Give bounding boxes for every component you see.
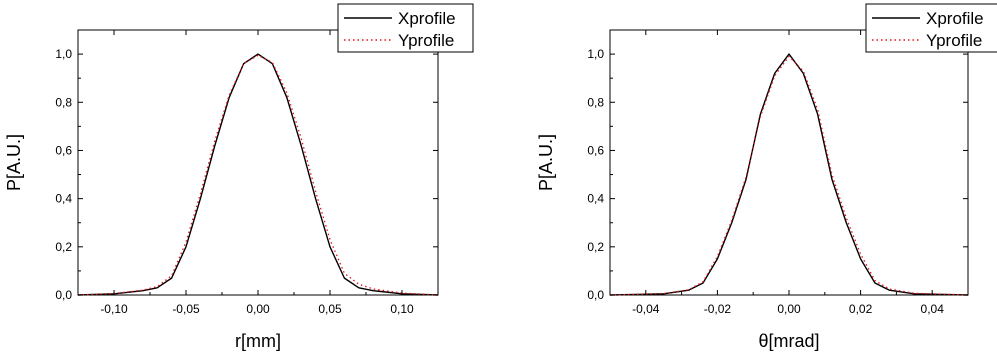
chart-panel-1: -0,10 -0,05 0,00 0,05 0,10 0,0 0,2 0,4 0,6 0,8 1,0…: [4, 3, 474, 351]
legend-label-yprofile: Yprofile: [926, 31, 982, 50]
x-tick-label: -0,10: [100, 302, 128, 316]
y-tick-label: 0,8: [55, 95, 72, 109]
x-tick-label: -0,05: [172, 302, 200, 316]
x-tick-label: 0,10: [390, 302, 414, 316]
y-tick-label: 1,0: [55, 47, 72, 61]
x-tick-label: 0,05: [318, 302, 342, 316]
legend-box: [865, 3, 997, 53]
x-axis-label: θ[mrad]: [758, 331, 819, 351]
legend-label-xprofile: Xprofile: [398, 9, 456, 28]
y-tick-label: 0,0: [55, 288, 72, 302]
chart-panel-2: -0,04 -0,02 0,00 0,02 0,04 0,0 0,2 0,4 0,6 0,8 1,0…: [536, 3, 997, 351]
x-axis-label: r[mm]: [235, 331, 281, 351]
y-tick-label: 1,0: [587, 47, 604, 61]
y-tick-label: 0,4: [587, 192, 604, 206]
legend: Xprofile Yprofile: [865, 3, 997, 53]
x-tick-label: 0,00: [246, 302, 270, 316]
y-tick-label: 0,2: [55, 240, 72, 254]
legend-label-yprofile: Yprofile: [398, 31, 454, 50]
series-line-xprofile: [609, 53, 969, 296]
y-axis-label: P[A.U.]: [4, 134, 24, 191]
y-tick-label: 0,8: [587, 95, 604, 109]
legend-box: [337, 3, 474, 53]
series-line-xprofile: [77, 53, 439, 296]
plot-frame: [77, 29, 439, 296]
y-axis-label: P[A.U.]: [536, 134, 556, 191]
x-tick-label: 0,00: [777, 302, 801, 316]
series-line-yprofile: [77, 54, 439, 296]
y-tick-label: 0,6: [587, 143, 604, 157]
x-tick-label: 0,04: [921, 302, 945, 316]
plot-frame: [609, 29, 969, 296]
x-tick-label: 0,02: [849, 302, 873, 316]
x-tick-label: -0,02: [704, 302, 732, 316]
legend: Xprofile Yprofile: [337, 3, 474, 53]
series-line-yprofile: [609, 55, 969, 296]
x-tick-label: -0,04: [632, 302, 660, 316]
y-tick-label: 0,2: [587, 240, 604, 254]
legend-label-xprofile: Xprofile: [926, 9, 984, 28]
y-tick-label: 0,6: [55, 143, 72, 157]
y-tick-label: 0,4: [55, 192, 72, 206]
y-tick-label: 0,0: [587, 288, 604, 302]
